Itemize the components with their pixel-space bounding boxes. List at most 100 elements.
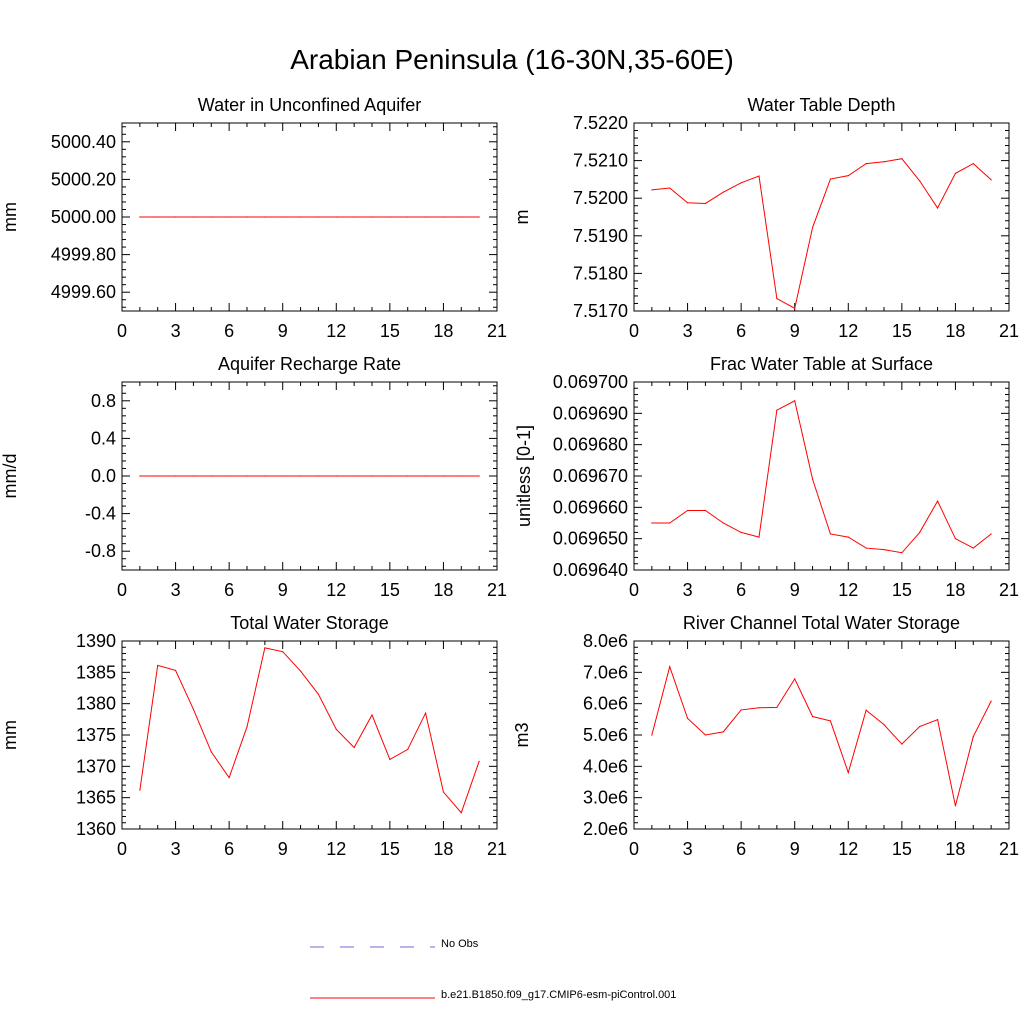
chart-title: Total Water Storage [230, 613, 388, 633]
data-point [669, 522, 671, 524]
x-tick-label: 18 [433, 839, 453, 859]
data-point [228, 216, 230, 218]
y-tick-label: 7.5200 [573, 188, 628, 208]
data-point [478, 760, 480, 762]
data-point [335, 728, 337, 730]
data-point [865, 163, 867, 165]
data-point [174, 669, 177, 672]
chart-panel-4: Frac Water Table at Surface unitless [0-1… [514, 354, 1019, 600]
x-tick-label: 21 [487, 580, 507, 600]
x-tick-label: 0 [117, 580, 127, 600]
data-point [704, 509, 707, 512]
y-tick-label: 7.0e6 [583, 662, 628, 682]
data-point [407, 216, 409, 218]
data-point [972, 547, 974, 549]
x-tick-label: 3 [171, 321, 181, 341]
data-point [264, 216, 266, 218]
data-point [389, 758, 391, 761]
data-point [460, 475, 462, 477]
data-point [264, 647, 266, 649]
y-axis-label: mm/d [0, 454, 20, 499]
x-tick-label: 21 [487, 839, 507, 859]
data-point [335, 216, 337, 218]
x-tick-label: 9 [278, 839, 288, 859]
data-point [847, 536, 849, 538]
x-tick-label: 18 [433, 580, 453, 600]
data-point [192, 708, 195, 710]
x-tick-label: 0 [629, 839, 639, 859]
x-tick-label: 21 [999, 580, 1019, 600]
x-tick-label: 6 [736, 580, 746, 600]
data-point [389, 216, 391, 218]
y-tick-label: 0.069680 [553, 435, 628, 455]
y-tick-label: 8.0e6 [583, 631, 628, 651]
data-point [794, 678, 796, 680]
data-point [758, 175, 760, 177]
y-tick-label: 0.8 [91, 391, 116, 411]
data-point [901, 743, 903, 745]
x-tick-label: 18 [945, 839, 965, 859]
y-tick-label: 7.5190 [573, 226, 628, 246]
data-point [651, 522, 653, 524]
y-tick-label: 2.0e6 [583, 819, 628, 839]
data-point [353, 216, 355, 218]
data-point [883, 724, 885, 726]
data-point [722, 731, 724, 733]
data-point [371, 475, 373, 477]
data-point [990, 700, 992, 702]
y-tick-label: 4999.60 [51, 282, 116, 302]
legend-swatch-solid [310, 997, 435, 999]
legend-swatch-dashed [310, 946, 435, 948]
x-tick-label: 12 [326, 839, 346, 859]
chart-title: Water Table Depth [747, 95, 895, 115]
x-tick-label: 12 [326, 580, 346, 600]
y-tick-label: 0.0 [91, 466, 116, 486]
data-point [829, 533, 832, 535]
x-tick-label: 0 [629, 580, 639, 600]
data-point [442, 791, 445, 793]
data-point [299, 670, 302, 672]
y-tick-label: 0.069690 [553, 403, 628, 423]
data-point [264, 475, 266, 477]
data-point [686, 717, 689, 719]
y-tick-label: 5000.20 [51, 169, 116, 189]
legend-label: No Obs [441, 938, 479, 950]
data-point [389, 475, 391, 477]
data-point [704, 202, 707, 205]
data-point [829, 720, 832, 722]
plot-frame [121, 640, 498, 830]
x-tick-label: 15 [380, 321, 400, 341]
y-axis-label: mm [0, 720, 20, 750]
data-point [192, 216, 195, 218]
y-tick-label: 6.0e6 [583, 694, 628, 714]
data-point [776, 706, 778, 709]
x-tick-label: 0 [629, 321, 639, 341]
data-point [424, 475, 427, 477]
data-point [282, 475, 284, 477]
data-point [972, 735, 974, 738]
x-tick-label: 15 [380, 839, 400, 859]
data-point [424, 712, 427, 714]
y-tick-label: -0.4 [85, 504, 116, 524]
y-tick-label: 1365 [76, 788, 116, 808]
data-point [282, 216, 284, 218]
data-point [442, 475, 445, 477]
y-axis-label: mm [0, 202, 20, 232]
data-point [722, 191, 724, 193]
x-tick-label: 21 [999, 839, 1019, 859]
data-point [317, 693, 320, 695]
y-tick-label: 5000.00 [51, 207, 116, 227]
data-point [794, 400, 796, 402]
data-point [669, 666, 671, 668]
plot-frame [633, 640, 1010, 830]
data-point [936, 719, 939, 721]
y-tick-label: 1380 [76, 694, 116, 714]
data-point [299, 475, 302, 477]
data-point [686, 509, 689, 512]
x-tick-label: 3 [171, 839, 181, 859]
data-point [228, 777, 230, 779]
data-point [883, 549, 885, 551]
data-point [460, 216, 462, 218]
x-tick-label: 21 [999, 321, 1019, 341]
